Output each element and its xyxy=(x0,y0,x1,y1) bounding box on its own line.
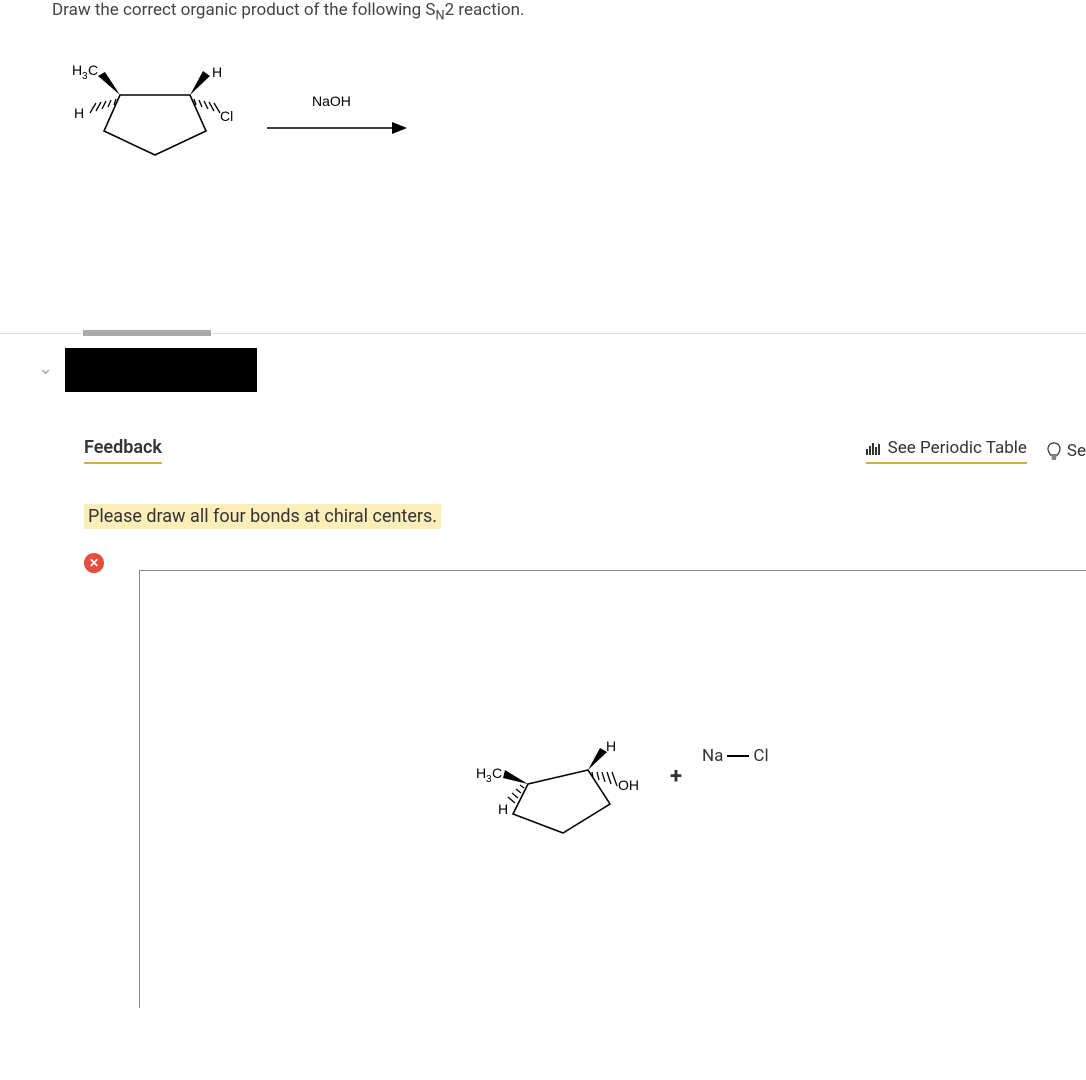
feedback-heading: Feedback xyxy=(84,437,162,464)
question-prompt: Draw the correct organic product of the … xyxy=(52,0,1034,23)
reaction-arrow: NaOH xyxy=(262,88,412,148)
svg-text:H: H xyxy=(498,801,508,817)
svg-text:C: C xyxy=(492,765,502,781)
table-icon xyxy=(866,441,882,455)
answer-tab[interactable] xyxy=(65,348,257,392)
prompt-prefix: Draw the correct organic product of the … xyxy=(52,0,436,20)
hint-label-partial: Se xyxy=(1067,441,1086,461)
periodic-table-link[interactable]: See Periodic Table xyxy=(866,438,1027,464)
structure-editor[interactable]: H 3 C H H xyxy=(139,570,1086,1008)
byproduct-right: Cl xyxy=(753,746,768,766)
svg-text:H: H xyxy=(476,765,486,781)
svg-text:OH: OH xyxy=(618,777,639,793)
svg-text:H: H xyxy=(72,63,82,78)
bond-line xyxy=(727,755,749,757)
prompt-suffix: 2 reaction. xyxy=(445,0,525,20)
byproduct: Na Cl xyxy=(702,746,769,766)
svg-text:H: H xyxy=(212,64,222,80)
reaction-scheme: H 3 C H H Cl xyxy=(72,63,1034,173)
reactant-structure: H 3 C H H Cl xyxy=(72,63,242,173)
svg-text:H: H xyxy=(606,738,616,754)
error-icon xyxy=(84,553,104,573)
feedback-instruction: Please draw all four bonds at chiral cen… xyxy=(84,506,1086,527)
tab-indicator xyxy=(83,330,211,336)
product-structure: H 3 C H H xyxy=(470,736,650,846)
section-divider xyxy=(0,333,1086,334)
byproduct-left: Na xyxy=(702,746,723,766)
chevron-down-icon[interactable]: ⌄ xyxy=(38,358,53,379)
svg-text:C: C xyxy=(88,63,98,78)
prompt-sub: N xyxy=(436,8,445,23)
hint-link[interactable]: Se xyxy=(1047,441,1086,461)
svg-text:Cl: Cl xyxy=(220,108,233,124)
reagent-label: NaOH xyxy=(312,93,351,109)
lightbulb-icon xyxy=(1047,442,1061,460)
svg-text:H: H xyxy=(74,105,84,121)
plus-sign: + xyxy=(670,764,682,789)
periodic-table-label: See Periodic Table xyxy=(888,438,1027,458)
instruction-text: Please draw all four bonds at chiral cen… xyxy=(84,504,441,529)
